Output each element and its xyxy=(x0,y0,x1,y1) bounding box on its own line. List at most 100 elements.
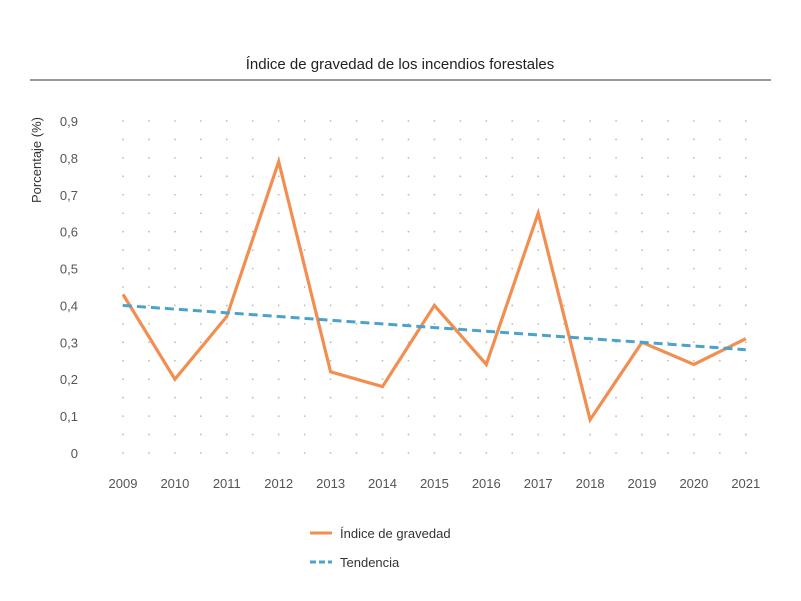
x-tick-label: 2020 xyxy=(679,476,708,491)
grid-dot xyxy=(148,322,150,325)
grid-dot xyxy=(641,267,643,270)
grid-dot xyxy=(407,359,410,362)
grid-dot xyxy=(641,415,643,418)
grid-dot xyxy=(485,267,488,270)
grid-dot xyxy=(381,175,384,178)
grid-dot xyxy=(303,212,306,215)
grid-dot xyxy=(199,193,202,196)
grid-dot xyxy=(355,322,358,325)
grid-dot xyxy=(693,156,695,159)
grid-dot xyxy=(148,156,150,159)
grid-dot xyxy=(355,175,358,178)
grid-dot xyxy=(303,286,306,288)
grid-dot xyxy=(744,415,747,418)
grid-dot xyxy=(277,120,280,122)
grid-dot xyxy=(277,175,280,178)
grid-dot xyxy=(537,359,540,362)
grid-dot xyxy=(148,341,150,344)
grid-dot xyxy=(355,359,358,362)
grid-dot xyxy=(303,378,306,381)
grid-dot xyxy=(744,304,747,307)
grid-dot xyxy=(693,396,695,399)
grid-dot xyxy=(199,286,202,288)
grid-dot xyxy=(174,193,176,196)
y-tick-label: 0,3 xyxy=(60,335,78,350)
grid-dot xyxy=(667,415,669,418)
grid-dot xyxy=(433,415,436,418)
x-tick-label: 2010 xyxy=(160,476,189,491)
grid-dot xyxy=(251,249,254,252)
grid-dot xyxy=(251,175,254,178)
grid-dot xyxy=(744,396,747,399)
grid-dot xyxy=(718,433,721,436)
grid-dot xyxy=(641,378,643,381)
grid-dot xyxy=(122,433,124,436)
grid-dot xyxy=(148,249,150,252)
grid-dot xyxy=(122,156,124,159)
grid-dot xyxy=(744,120,747,122)
grid-dot xyxy=(459,322,462,325)
grid-dot xyxy=(641,193,643,196)
grid-dot xyxy=(744,378,747,381)
grid-dot xyxy=(355,433,358,436)
grid-dot xyxy=(744,212,747,215)
grid-dot xyxy=(563,193,566,196)
grid-dot xyxy=(537,230,540,233)
grid-dot xyxy=(381,230,384,233)
grid-dot xyxy=(693,249,695,252)
grid-dot xyxy=(329,267,332,270)
grid-dot xyxy=(718,193,721,196)
grid-dot xyxy=(329,212,332,215)
grid-dot xyxy=(251,304,254,307)
grid-dot xyxy=(355,304,358,307)
x-tick-label: 2009 xyxy=(109,476,138,491)
grid-dot xyxy=(225,249,228,252)
grid-dot xyxy=(667,249,669,252)
grid-dot xyxy=(485,415,488,418)
grid-dot xyxy=(199,322,202,325)
grid-dot xyxy=(641,175,643,178)
grid-dot xyxy=(277,433,280,436)
grid-dot xyxy=(589,212,591,215)
grid-dot xyxy=(148,378,150,381)
y-tick-label: 0,4 xyxy=(60,298,78,313)
grid-dot xyxy=(667,322,669,325)
grid-dot xyxy=(615,138,617,141)
grid-dot xyxy=(589,249,591,252)
grid-dot xyxy=(355,249,358,252)
grid-dot xyxy=(511,156,514,159)
grid-dot xyxy=(174,175,176,178)
grid-dot xyxy=(355,120,358,122)
grid-dot xyxy=(122,212,124,215)
grid-dot xyxy=(303,415,306,418)
grid-dot xyxy=(693,359,695,362)
grid-dot xyxy=(251,120,254,122)
grid-dot xyxy=(589,359,591,362)
grid-dot xyxy=(381,212,384,215)
grid-dot xyxy=(329,156,332,159)
grid-dot xyxy=(407,378,410,381)
grid-dot xyxy=(225,322,228,325)
grid-dot xyxy=(718,156,721,159)
grid-dot xyxy=(537,341,540,344)
grid-dot xyxy=(693,378,695,381)
grid-dot xyxy=(667,267,669,270)
grid-dot xyxy=(303,193,306,196)
grid-dot xyxy=(381,396,384,399)
grid-dot xyxy=(563,286,566,288)
grid-dot xyxy=(407,120,410,122)
grid-dot xyxy=(329,193,332,196)
grid-dot xyxy=(744,286,747,288)
grid-dot xyxy=(615,433,617,436)
grid-dot xyxy=(641,212,643,215)
grid-dot xyxy=(303,396,306,399)
grid-dot xyxy=(718,396,721,399)
grid-dot xyxy=(355,415,358,418)
x-tick-label: 2017 xyxy=(524,476,553,491)
grid-dot xyxy=(537,138,540,141)
grid-dot xyxy=(303,249,306,252)
grid-dot xyxy=(303,341,306,344)
grid-dot xyxy=(303,433,306,436)
grid-dot xyxy=(641,249,643,252)
grid-dot xyxy=(225,396,228,399)
